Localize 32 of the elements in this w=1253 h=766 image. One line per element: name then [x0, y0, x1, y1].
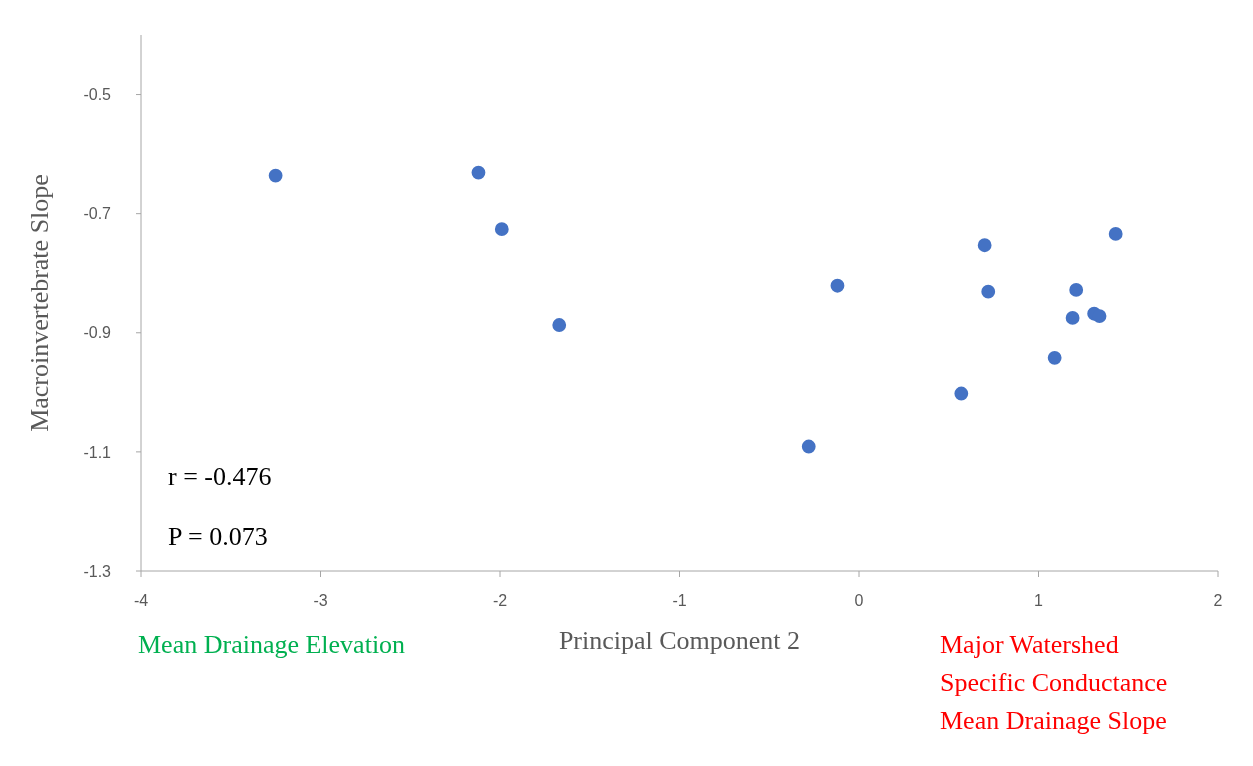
text: Mean Drainage Elevation — [138, 629, 406, 661]
x-tick-label: 1 — [1034, 592, 1044, 610]
annotation: r = -0.476 — [168, 461, 272, 493]
point — [268, 168, 283, 183]
point — [552, 318, 567, 332]
x-tick-label: -3 — [313, 592, 328, 610]
point — [1092, 309, 1107, 323]
x-tick-label: -1 — [672, 592, 687, 610]
x-tick-label: 0 — [854, 592, 864, 610]
point — [1069, 283, 1084, 297]
point — [981, 284, 996, 299]
y-tick-label: -0.7 — [83, 205, 112, 223]
y-tick-label: -0.5 — [83, 86, 112, 104]
point — [471, 165, 486, 180]
point — [1047, 350, 1062, 365]
point — [494, 222, 509, 237]
x-axis-title: Principal Component 2 — [558, 626, 801, 655]
x-tick-label: -4 — [133, 592, 149, 610]
point — [977, 238, 992, 253]
point — [1108, 227, 1123, 241]
point — [1065, 310, 1080, 325]
point — [830, 278, 845, 293]
y-tick-label: -1.1 — [83, 443, 112, 461]
x-tick-label: -2 — [492, 592, 508, 610]
x-tick-label: 2 — [1213, 592, 1223, 610]
point — [954, 386, 969, 401]
y-tick-label: -0.9 — [83, 324, 112, 342]
annotation: P = 0.073 — [168, 521, 268, 553]
text: Major Watershed Specific Conductance Mean Drainage Slope — [940, 629, 1168, 737]
point — [801, 439, 816, 454]
y-axis-title: Macroinvertebrate Slope — [25, 174, 55, 432]
y-tick-label: -1.3 — [83, 562, 112, 580]
